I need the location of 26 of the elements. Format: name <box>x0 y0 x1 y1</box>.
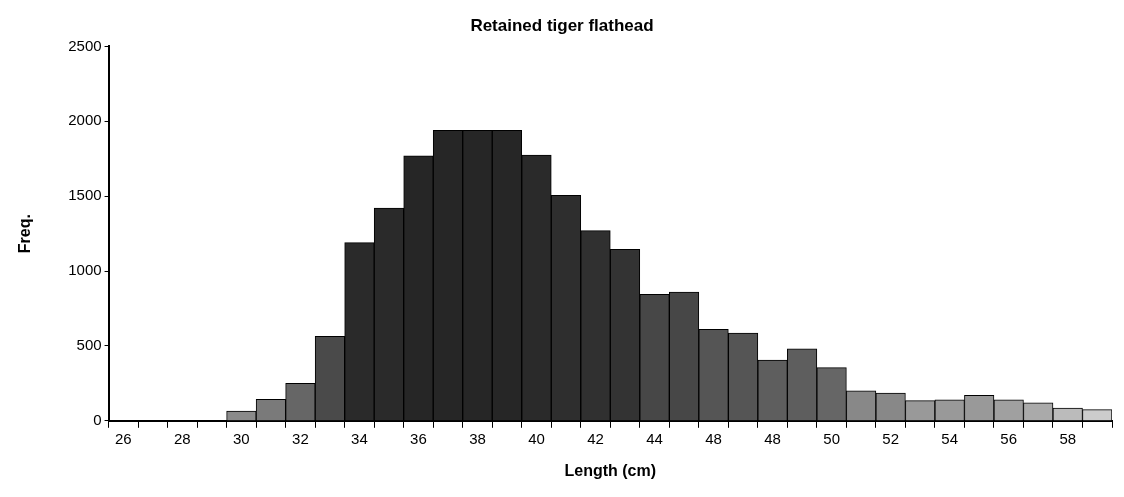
y-tick-label: 1500 <box>68 186 102 204</box>
x-tick-label: 32 <box>292 429 309 447</box>
x-tick-label: 26 <box>114 429 132 447</box>
x-tick-label: 44 <box>646 429 663 447</box>
x-tick-label: 58 <box>1059 429 1077 447</box>
y-tick-label: 0 <box>93 410 102 428</box>
x-tick-label: 28 <box>174 429 191 447</box>
x-tick-label: 38 <box>469 429 486 447</box>
x-tick-label: 42 <box>587 429 604 447</box>
x-tick-label: 48 <box>764 429 781 447</box>
x-tick-label: 36 <box>410 429 427 447</box>
chart-title: Retained tiger flathead <box>470 15 654 35</box>
x-tick-label: 52 <box>882 429 899 447</box>
y-tick-label: 500 <box>76 336 102 354</box>
x-tick-label: 56 <box>1000 429 1018 447</box>
x-tick-label: 48 <box>705 429 722 447</box>
y-tick-label: 2500 <box>68 36 102 54</box>
x-tick-label: 50 <box>823 429 840 447</box>
x-tick-label: 40 <box>528 429 545 447</box>
x-tick-label: 34 <box>351 429 368 447</box>
y-axis-title: Freq. <box>16 214 34 254</box>
y-tick-label: 1000 <box>68 261 102 279</box>
x-tick-label: 30 <box>233 429 250 447</box>
y-tick-label: 2000 <box>68 111 102 129</box>
x-tick-label: 54 <box>941 429 959 447</box>
x-axis-title: Length (cm) <box>564 461 657 479</box>
